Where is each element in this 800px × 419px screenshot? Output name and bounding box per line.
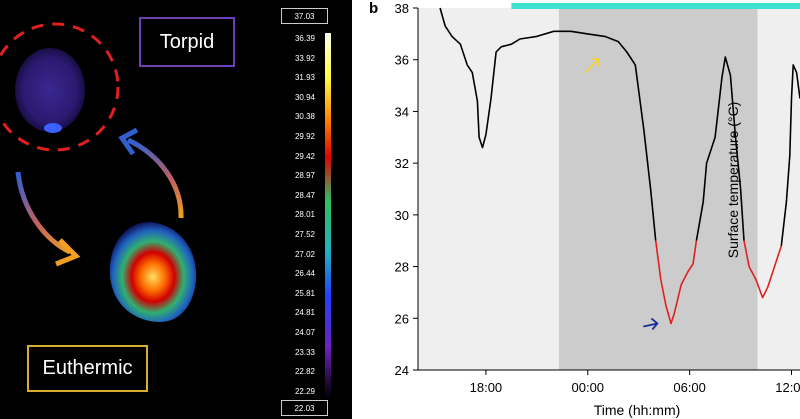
torpid-label: Torpid: [139, 17, 235, 67]
scale-tick-label: 28.01: [294, 210, 316, 220]
y-tick-label: 26: [395, 311, 409, 326]
shaded-region: [418, 8, 559, 370]
y-tick-label: 30: [395, 208, 409, 223]
scale-tick-label: 22.29: [294, 386, 316, 396]
arrow-to-torpid: [126, 137, 184, 219]
scale-tick-label: 23.33: [294, 347, 316, 357]
temperature-line-segment: [695, 56, 745, 241]
scale-tick-label: 29.92: [294, 132, 316, 141]
temperature-line-segment: [439, 7, 657, 241]
arrow-to-euthermic-head: [55, 238, 81, 267]
annotation-arrow: [643, 317, 659, 331]
scale-tick-label: 36.39: [294, 34, 316, 43]
surface-temperature-chart: 24 26 28 30 32 34 36 38 18:00 00:00 06:00 12:00 Tim…: [395, 1, 800, 418]
arrow-to-euthermic: [15, 171, 72, 255]
scale-tick-label: 28.97: [294, 171, 316, 181]
x-tick-label: 18:00: [470, 380, 503, 395]
temperature-scale-bar: [325, 33, 331, 398]
annotation-arrow: [584, 57, 600, 74]
scale-tick-label: 29.42: [294, 151, 316, 161]
scale-tick-label: 30.38: [294, 112, 316, 122]
shaded-region: [757, 8, 800, 370]
scale-tick-label: 24.81: [294, 308, 316, 318]
x-tick-label: 00:00: [572, 380, 605, 395]
chart-axes: [413, 7, 800, 375]
scale-max-value: 37.03: [281, 8, 328, 24]
top-activity-bar: [511, 3, 800, 9]
scale-tick-label: 28.47: [294, 190, 316, 200]
scale-tick-label: 26.44: [294, 269, 316, 279]
temperature-line-segment: [654, 240, 698, 325]
chart-tick-labels: 24 26 28 30 32 34 36 38 18:00 00:00 06:00 12:00: [395, 1, 800, 395]
chart-background: [418, 3, 800, 370]
scale-tick-label: 27.02: [294, 249, 316, 259]
arrow-to-torpid-head: [118, 127, 139, 156]
x-tick-label: 06:00: [673, 380, 706, 395]
scale-tick-label: 22.82: [294, 367, 316, 377]
x-tick-label: 12:00: [775, 380, 800, 395]
torpid-circle: [0, 22, 120, 152]
scale-tick-label: 27.52: [294, 230, 316, 239]
thermal-image-panel: Torpid Euthermic 37.03 22.03 36.39 33.92 3…: [0, 0, 352, 419]
y-tick-label: 32: [395, 156, 409, 171]
thermal-illustration: [0, 22, 197, 322]
temperature-line-segment: [743, 240, 783, 299]
y-tick-label: 28: [395, 260, 409, 275]
scale-tick-label: 24.07: [294, 328, 316, 337]
panel-b-label: b: [369, 0, 379, 17]
scale-min-value: 22.03: [281, 400, 328, 416]
torpid-hotspot: [44, 123, 62, 133]
scale-tick-label: 31.93: [294, 73, 316, 83]
torpid-body: [15, 48, 85, 132]
y-tick-label: 36: [395, 53, 409, 68]
y-tick-label: 34: [395, 104, 409, 119]
euthermic-label: Euthermic: [27, 345, 148, 392]
y-axis-label: Surface temperature (°C): [725, 102, 741, 259]
scale-tick-label: 33.92: [294, 53, 316, 63]
x-axis-label: Time (hh:mm): [594, 402, 681, 418]
scale-tick-label: 25.81: [294, 288, 316, 298]
euthermic-body: [109, 222, 197, 322]
y-tick-label: 38: [395, 1, 409, 16]
chart-series: [439, 7, 800, 331]
scale-tick-label: 30.94: [294, 92, 316, 102]
y-tick-label: 24: [395, 363, 409, 378]
shaded-region: [558, 8, 758, 370]
temperature-line-segment: [780, 64, 800, 246]
